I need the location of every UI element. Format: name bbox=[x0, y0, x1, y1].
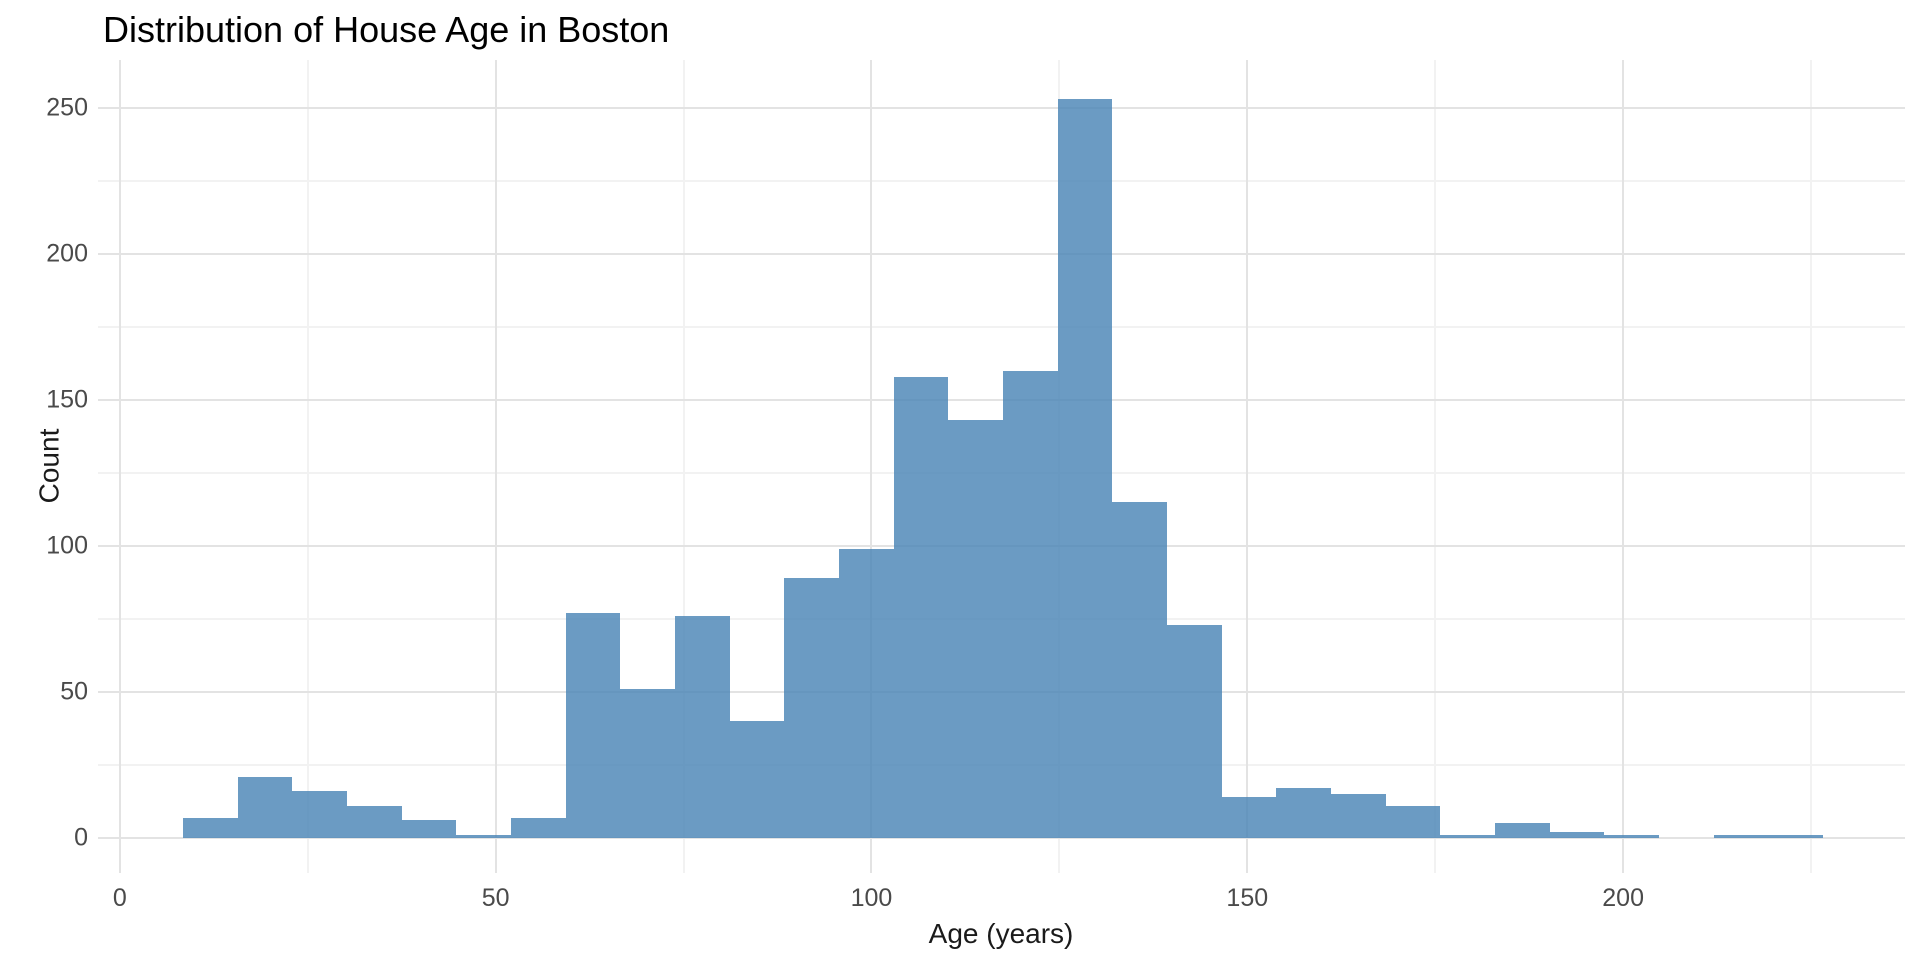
histogram-bar bbox=[838, 548, 894, 838]
y-gridline-major bbox=[98, 836, 1905, 839]
histogram-bar bbox=[1440, 835, 1495, 838]
x-gridline-minor bbox=[1810, 60, 1813, 873]
y-tick-label: 150 bbox=[46, 385, 88, 414]
histogram-bar bbox=[1002, 370, 1058, 838]
histogram-bar bbox=[893, 376, 949, 838]
chart-title: Distribution of House Age in Boston bbox=[103, 9, 670, 50]
histogram-bar bbox=[784, 578, 839, 838]
histogram-bar bbox=[1057, 99, 1113, 838]
y-tick-label: 100 bbox=[46, 531, 88, 560]
histogram-bar bbox=[1713, 835, 1769, 838]
histogram-bar bbox=[1276, 788, 1331, 838]
histogram-bar bbox=[510, 817, 566, 838]
x-gridline-major bbox=[118, 60, 121, 873]
y-tick-label: 0 bbox=[74, 823, 88, 852]
y-tick-label: 50 bbox=[60, 677, 88, 706]
y-gridline-minor bbox=[98, 179, 1905, 182]
histogram-bar bbox=[1494, 823, 1550, 838]
histogram-bar bbox=[1221, 797, 1277, 838]
x-gridline-major bbox=[1622, 60, 1625, 873]
histogram-bar bbox=[1385, 805, 1441, 838]
histogram-bar bbox=[237, 776, 293, 838]
histogram-bar bbox=[674, 616, 730, 838]
x-gridline-major bbox=[494, 60, 497, 873]
histogram-bar bbox=[401, 820, 457, 838]
y-gridline-major bbox=[98, 252, 1905, 255]
x-tick-label: 150 bbox=[1226, 884, 1269, 912]
histogram-bar bbox=[1549, 832, 1605, 838]
histogram-bar bbox=[565, 613, 621, 838]
histogram-bar bbox=[1604, 835, 1659, 838]
x-gridline-major bbox=[1246, 60, 1249, 873]
histogram-bar bbox=[182, 817, 238, 838]
y-gridline-major bbox=[98, 398, 1905, 401]
histogram-bar bbox=[346, 805, 402, 838]
y-tick-label: 200 bbox=[46, 239, 88, 268]
histogram-bar bbox=[729, 721, 785, 838]
y-axis-title: Count bbox=[33, 428, 65, 504]
x-gridline-major bbox=[870, 60, 873, 873]
histogram-bar bbox=[1330, 794, 1386, 838]
x-tick-label: 50 bbox=[481, 884, 510, 912]
y-gridline-minor bbox=[98, 325, 1905, 328]
histogram-bar bbox=[292, 791, 347, 838]
x-gridline-minor bbox=[682, 60, 685, 873]
plot-panel bbox=[98, 60, 1905, 873]
histogram-bar bbox=[1112, 502, 1167, 838]
x-gridline-minor bbox=[1434, 60, 1437, 873]
histogram-bar bbox=[620, 689, 675, 838]
histogram-bar bbox=[948, 420, 1003, 838]
x-tick-label: 0 bbox=[112, 884, 127, 912]
x-tick-label: 200 bbox=[1602, 884, 1644, 912]
histogram-bar bbox=[1166, 624, 1222, 838]
x-gridline-minor bbox=[306, 60, 309, 873]
y-tick-label: 250 bbox=[46, 93, 88, 122]
histogram-bar bbox=[456, 835, 511, 838]
y-gridline-major bbox=[98, 106, 1905, 109]
histogram-bar bbox=[1768, 835, 1823, 838]
x-axis-title: Age (years) bbox=[928, 918, 1074, 949]
x-tick-label: 100 bbox=[850, 884, 893, 912]
